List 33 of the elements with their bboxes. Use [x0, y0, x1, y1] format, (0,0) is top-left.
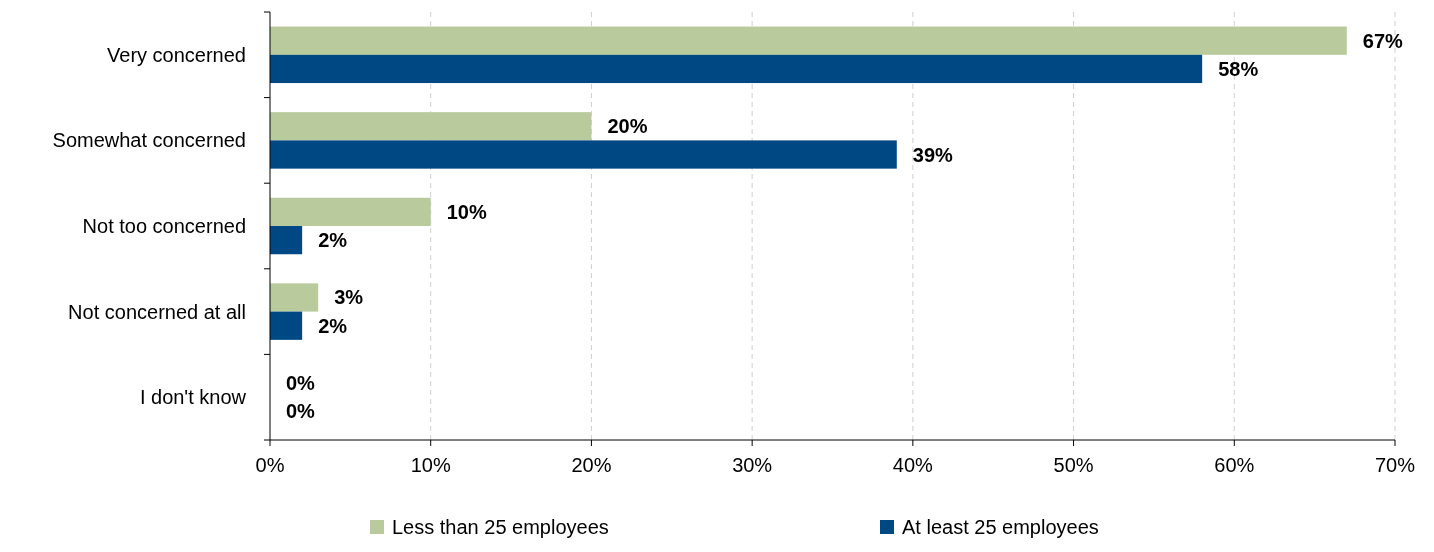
- data-label: 2%: [318, 229, 348, 252]
- x-tick-label: 60%: [1214, 454, 1255, 476]
- data-label: 2%: [318, 314, 348, 337]
- x-tick-label: 20%: [571, 454, 612, 476]
- y-tick-label: Not concerned at all: [68, 300, 246, 323]
- bar: [270, 283, 319, 312]
- legend-label: At least 25 employees: [902, 516, 1099, 538]
- bar: [270, 54, 1203, 84]
- y-tick-label: Not too concerned: [82, 215, 246, 237]
- y-tick-label: Somewhat concerned: [52, 129, 246, 152]
- data-label: 10%: [446, 200, 487, 223]
- x-tick-label: 0%: [255, 454, 285, 476]
- bar: [270, 226, 303, 255]
- x-tick-label: 70%: [1374, 454, 1416, 476]
- data-label: 67%: [1362, 29, 1404, 52]
- data-label: 39%: [912, 143, 954, 166]
- bar: [270, 26, 1347, 55]
- x-tick-label: 40%: [892, 454, 934, 476]
- x-tick-label: 50%: [1053, 454, 1094, 476]
- data-label: 58%: [1218, 57, 1259, 80]
- data-label: 20%: [607, 115, 648, 138]
- data-label: 3%: [334, 286, 364, 309]
- x-tick-label: 10%: [410, 454, 451, 476]
- bar: [270, 311, 303, 340]
- data-label: 0%: [286, 372, 316, 395]
- bar: [270, 112, 592, 141]
- legend-label: Less than 25 employees: [392, 516, 609, 538]
- x-tick-label: 30%: [732, 454, 773, 476]
- bar: [270, 140, 897, 169]
- y-tick-label: I don't know: [139, 386, 247, 409]
- bar: [270, 197, 431, 226]
- y-tick-label: Very concerned: [107, 43, 246, 66]
- data-label: 0%: [286, 400, 316, 423]
